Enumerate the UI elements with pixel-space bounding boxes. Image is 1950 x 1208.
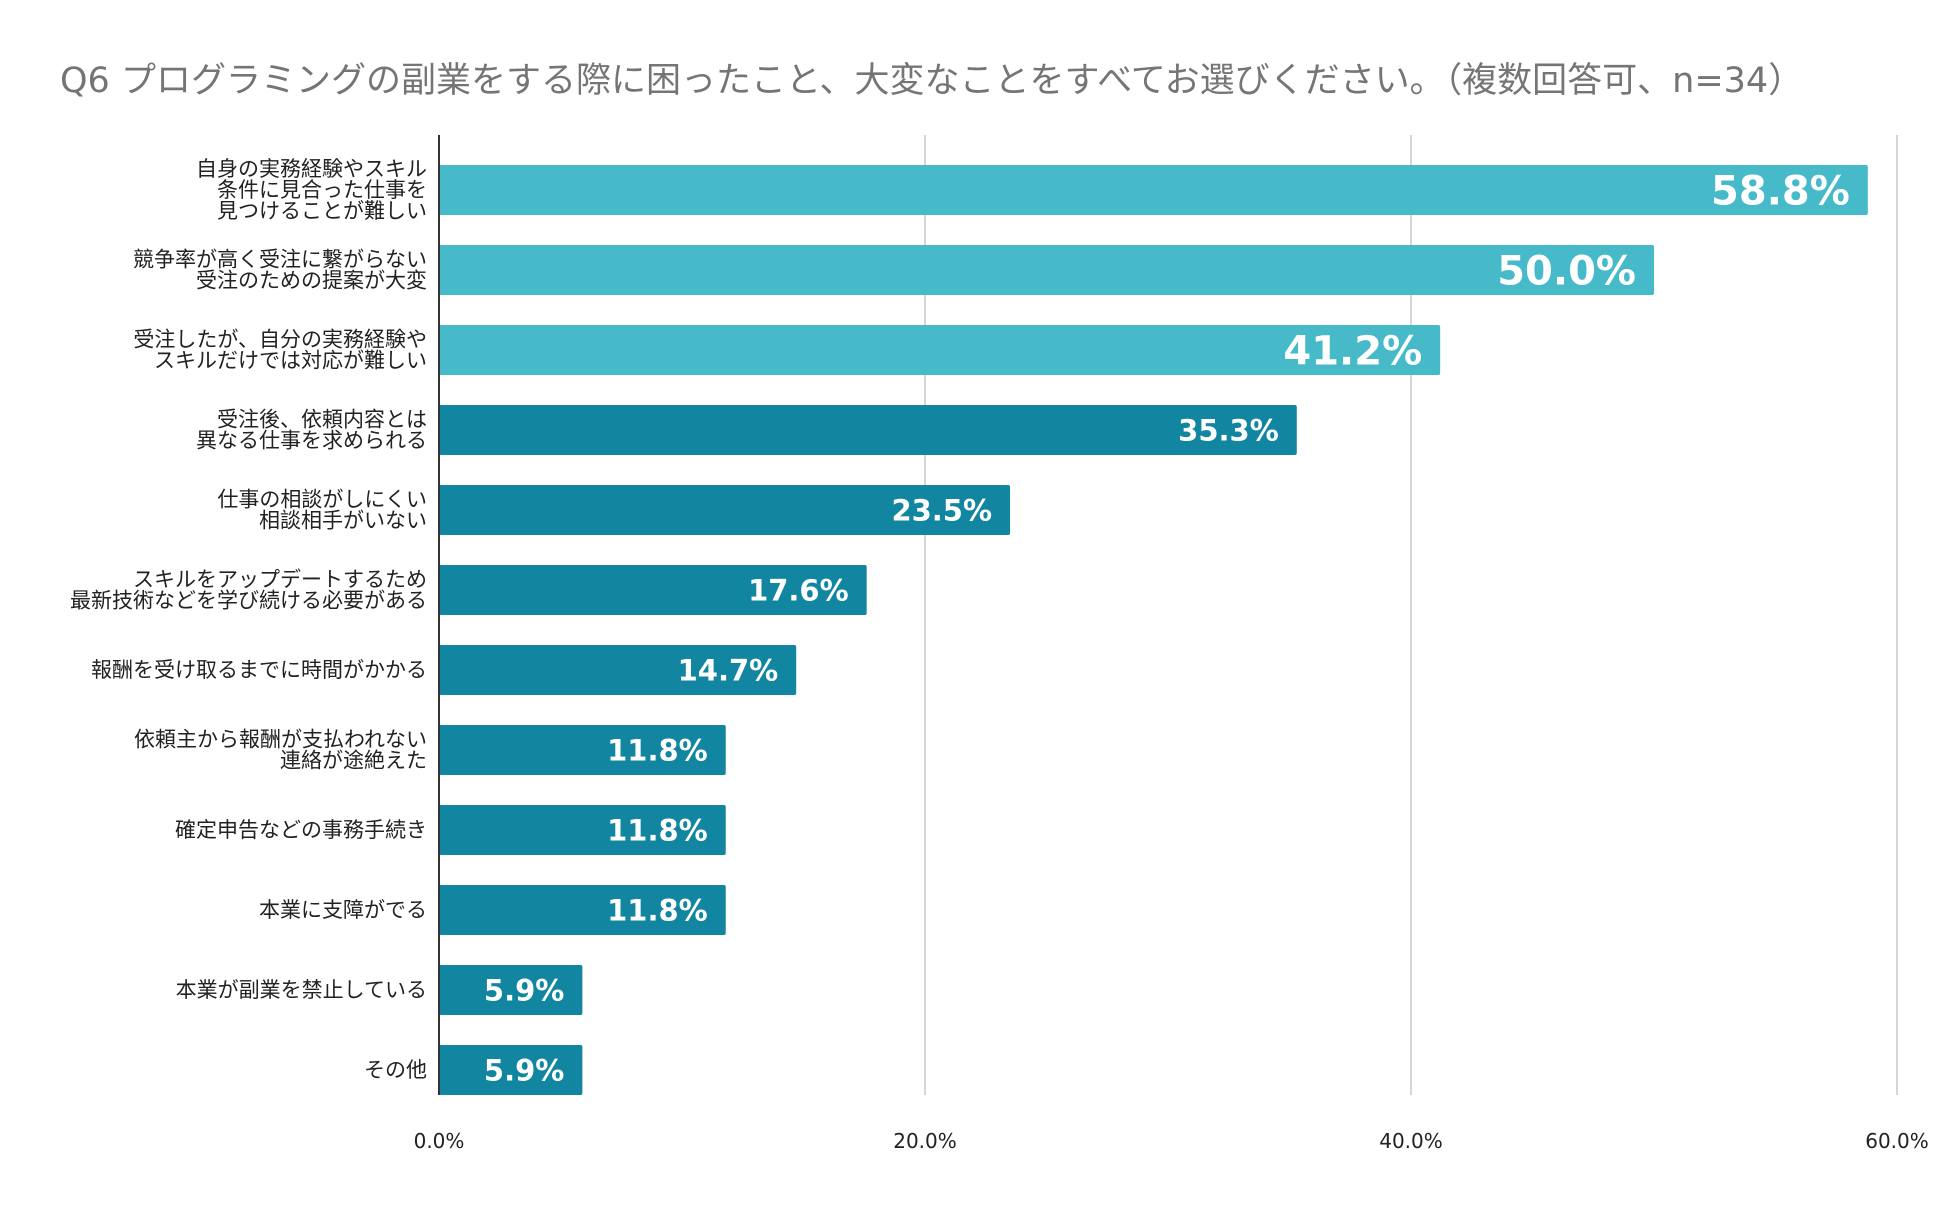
- category-label-line: 受注のための提案が大変: [196, 269, 427, 293]
- bar: [439, 485, 1011, 535]
- category-label-line: 見つけることが難しい: [217, 199, 427, 223]
- bar: [439, 245, 1654, 295]
- category-label-line: 異なる仕事を求められる: [196, 429, 427, 453]
- category-label-line: 条件に見合った仕事を: [217, 178, 427, 202]
- category-label-line: 受注したが、自分の実務経験や: [133, 328, 427, 352]
- category-label: その他: [364, 1058, 427, 1082]
- category-label-line: 最新技術などを学び続ける必要がある: [70, 589, 427, 613]
- data-label: 11.8%: [607, 733, 708, 767]
- category-label-line: 相談相手がいない: [259, 509, 427, 533]
- bar: [439, 565, 867, 615]
- category-label-line: 仕事の相談がしにくい: [217, 488, 427, 512]
- category-label: 報酬を受け取るまでに時間がかかる: [91, 658, 427, 682]
- category-label-line: 報酬を受け取るまでに時間がかかる: [91, 658, 427, 682]
- bar: [439, 1045, 583, 1095]
- category-label-line: 競争率が高く受注に繋がらない: [133, 248, 427, 272]
- category-label: 競争率が高く受注に繋がらない受注のための提案が大変: [133, 248, 427, 293]
- category-label: 本業が副業を禁止している: [176, 978, 427, 1002]
- data-label: 50.0%: [1497, 248, 1636, 294]
- category-label-line: 連絡が途絶えた: [280, 749, 427, 773]
- data-label: 5.9%: [484, 1053, 564, 1087]
- bar: [439, 965, 583, 1015]
- x-tick-label: 0.0%: [414, 1129, 465, 1153]
- data-label: 41.2%: [1283, 328, 1422, 374]
- data-label: 58.8%: [1711, 168, 1850, 214]
- bar: [439, 805, 726, 855]
- bar: [439, 405, 1297, 455]
- bar: [439, 645, 797, 695]
- chart-title: Q6 プログラミングの副業をする際に困ったこと、大変なことをすべてお選びください…: [60, 61, 1804, 101]
- category-label-line: 確定申告などの事務手続き: [175, 818, 427, 842]
- bar: [439, 885, 726, 935]
- category-label: 受注後、依頼内容とは異なる仕事を求められる: [196, 408, 427, 453]
- data-label: 17.6%: [748, 573, 849, 607]
- bar: [439, 325, 1441, 375]
- data-label: 23.5%: [891, 493, 992, 527]
- category-label: 受注したが、自分の実務経験やスキルだけでは対応が難しい: [133, 328, 427, 373]
- category-label-line: スキルだけでは対応が難しい: [154, 349, 427, 373]
- data-label: 11.8%: [607, 813, 708, 847]
- category-label-line: スキルをアップデートするため: [133, 568, 427, 592]
- data-label: 35.3%: [1178, 413, 1279, 447]
- category-label: 仕事の相談がしにくい相談相手がいない: [217, 488, 427, 533]
- bar: [439, 725, 726, 775]
- category-label: 確定申告などの事務手続き: [175, 818, 427, 842]
- category-label-line: その他: [364, 1058, 427, 1082]
- category-label-line: 受注後、依頼内容とは: [217, 408, 427, 432]
- x-tick-label: 40.0%: [1379, 1129, 1443, 1153]
- category-label: 依頼主から報酬が支払われない連絡が途絶えた: [134, 728, 427, 773]
- category-label: スキルをアップデートするため最新技術などを学び続ける必要がある: [70, 568, 427, 613]
- data-label: 11.8%: [607, 893, 708, 927]
- x-tick-label: 20.0%: [893, 1129, 957, 1153]
- x-tick-label: 60.0%: [1865, 1129, 1929, 1153]
- data-label: 5.9%: [484, 973, 564, 1007]
- category-label-line: 依頼主から報酬が支払われない: [134, 728, 427, 752]
- category-label: 本業に支障がでる: [259, 898, 427, 922]
- data-label: 14.7%: [678, 653, 779, 687]
- category-label-line: 本業が副業を禁止している: [176, 978, 427, 1002]
- category-label-line: 自身の実務経験やスキル: [196, 157, 427, 181]
- bar: [439, 165, 1868, 215]
- category-label: 自身の実務経験やスキル条件に見合った仕事を見つけることが難しい: [196, 157, 427, 223]
- category-label-line: 本業に支障がでる: [259, 898, 427, 922]
